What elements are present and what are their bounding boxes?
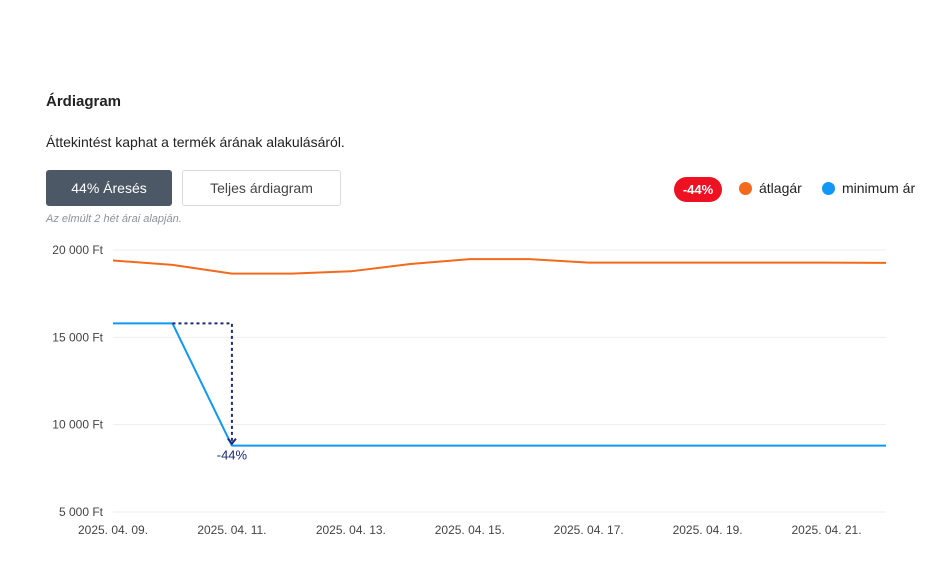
drop-arrow-icon: [227, 438, 237, 446]
drop-indicator-line: [172, 322, 233, 444]
x-tick-label: 2025. 04. 13.: [316, 523, 386, 537]
legend-swatch-minimum: [822, 181, 835, 195]
tab-full-price-chart[interactable]: Teljes árdiagram: [182, 170, 341, 206]
period-note: Az elmúlt 2 hét árai alapján.: [46, 213, 182, 225]
legend-item-average: átlagár: [739, 180, 802, 196]
y-tick-label: 5 000 Ft: [59, 505, 104, 519]
y-tick-label: 20 000 Ft: [52, 243, 103, 257]
average-price-line: [112, 258, 887, 275]
discount-badge: -44%: [674, 177, 722, 202]
x-tick-label: 2025. 04. 15.: [435, 523, 505, 537]
x-tick-label: 2025. 04. 17.: [554, 523, 624, 537]
legend-item-minimum: minimum ár: [822, 180, 915, 196]
y-tick-label: 10 000 Ft: [52, 418, 103, 432]
x-tick-label: 2025. 04. 21.: [792, 523, 862, 537]
tab-price-drop[interactable]: 44% Áresés: [46, 170, 172, 206]
y-tick-label: 15 000 Ft: [52, 330, 103, 344]
x-tick-label: 2025. 04. 09.: [78, 523, 148, 537]
legend-label-minimum: minimum ár: [842, 180, 916, 196]
x-tick-label: 2025. 04. 11.: [197, 523, 266, 537]
chart-subtitle: Áttekintést kaphat a termék árának alaku…: [46, 134, 345, 150]
x-tick-label: 2025. 04. 19.: [673, 523, 743, 537]
minimum-price-line: [113, 322, 886, 447]
legend-swatch-average: [739, 181, 752, 195]
legend-label-average: átlagár: [759, 180, 802, 196]
chart-title: Árdiagram: [46, 93, 122, 110]
drop-annotation-label: -44%: [217, 448, 248, 463]
